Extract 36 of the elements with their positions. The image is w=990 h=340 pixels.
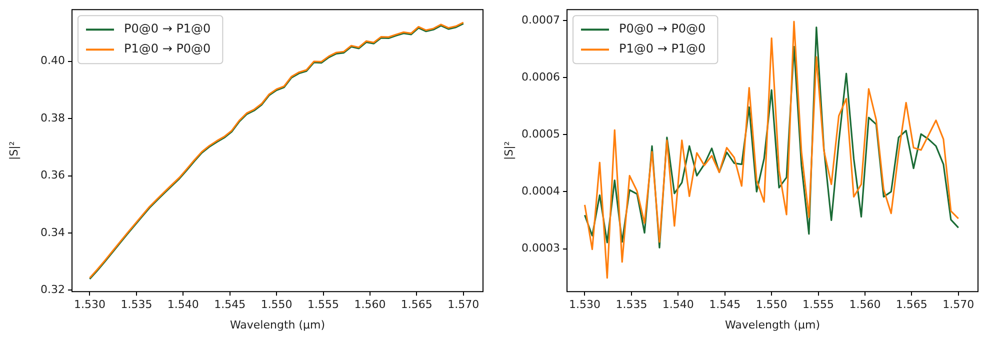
x-tick-label: 1.565 — [896, 298, 928, 312]
x-tick-label: 1.565 — [400, 298, 432, 312]
x-axis-title: Wavelength (μm) — [724, 318, 820, 332]
x-tick-label: 1.535 — [120, 298, 152, 312]
y-axis-title: |S|² — [7, 141, 20, 160]
legend-label: P0@0 → P0@0 — [619, 22, 706, 36]
x-tick-label: 1.545 — [214, 298, 246, 312]
x-tick-label: 1.560 — [849, 298, 881, 312]
y-tick-label: 0.40 — [40, 54, 65, 68]
y-tick-label: 0.38 — [40, 111, 65, 124]
y-tick-label: 0.0004 — [522, 184, 560, 198]
x-tick-label: 1.540 — [662, 298, 694, 312]
y-tick-label: 0.36 — [40, 168, 65, 182]
x-axis-title: Wavelength (μm) — [230, 318, 326, 332]
x-tick-label: 1.535 — [616, 298, 648, 312]
x-tick-label: 1.530 — [74, 298, 106, 312]
y-axis-title: |S|² — [502, 141, 516, 160]
x-tick-label: 1.540 — [167, 298, 199, 312]
y-tick-label: 0.34 — [40, 226, 65, 239]
x-tick-label: 1.545 — [709, 298, 741, 312]
x-tick-label: 1.555 — [802, 298, 834, 312]
x-tick-label: 1.555 — [308, 298, 340, 312]
x-tick-label: 1.530 — [569, 298, 600, 312]
legend-label: P1@0 → P0@0 — [124, 42, 211, 56]
y-tick-label: 0.0003 — [522, 242, 560, 255]
legend-label: P1@0 → P1@0 — [619, 42, 706, 56]
x-tick-label: 1.570 — [448, 298, 480, 312]
y-tick-label: 0.0006 — [522, 70, 560, 84]
y-tick-label: 0.32 — [40, 283, 65, 296]
legend-label: P0@0 → P1@0 — [124, 22, 211, 36]
x-tick-label: 1.570 — [942, 298, 974, 312]
x-tick-label: 1.560 — [354, 298, 386, 312]
y-tick-label: 0.0007 — [522, 13, 560, 26]
x-tick-label: 1.550 — [756, 298, 788, 312]
y-tick-label: 0.0005 — [522, 127, 560, 140]
x-tick-label: 1.550 — [260, 298, 292, 312]
